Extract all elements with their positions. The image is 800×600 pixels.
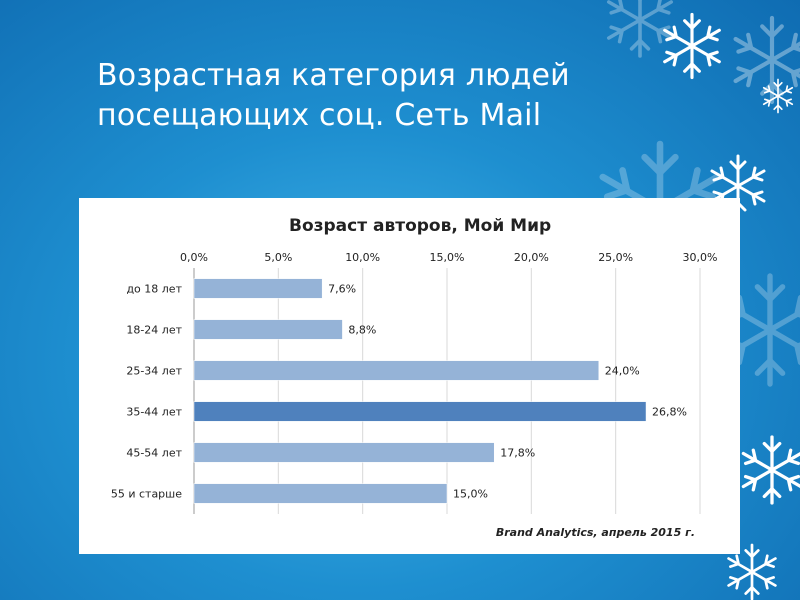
category-label: до 18 лет	[126, 283, 182, 296]
value-label: 7,6%	[328, 283, 356, 296]
chart-panel: Возраст авторов, Мой Мир 0,0% 5,0% 10,0% 15,…	[79, 198, 740, 554]
source-note: Brand Analytics, апрель 2015 г.	[496, 526, 695, 539]
value-label: 24,0%	[605, 365, 640, 378]
bar	[193, 278, 323, 299]
bar-chart: Возраст авторов, Мой Мир 0,0% 5,0% 10,0% 15,…	[111, 216, 718, 539]
value-label: 15,0%	[453, 488, 488, 501]
x-tick-label: 15,0%	[430, 251, 465, 264]
x-tick-label: 5,0%	[264, 251, 292, 264]
bar	[193, 442, 495, 463]
x-tick-label: 20,0%	[514, 251, 549, 264]
bar	[193, 319, 343, 340]
value-label: 8,8%	[348, 324, 376, 337]
category-label: 55 и старше	[111, 488, 182, 501]
x-tick-label: 0,0%	[180, 251, 208, 264]
slide-title-line-2: посещающих соц. Сеть Mail	[97, 98, 542, 133]
value-label: 26,8%	[652, 406, 687, 419]
bar	[193, 483, 448, 504]
x-tick-label: 25,0%	[598, 251, 633, 264]
slide-title: Возрастная категория людей посещающих со…	[97, 56, 697, 136]
chart-title: Возраст авторов, Мой Мир	[289, 216, 551, 236]
category-label: 35-44 лет	[126, 406, 182, 419]
category-label: 25-34 лет	[126, 365, 182, 378]
category-label: 18-24 лет	[126, 324, 182, 337]
category-label: 45-54 лет	[126, 447, 182, 460]
slide-title-line-1: Возрастная категория людей	[97, 58, 570, 93]
bar	[193, 401, 647, 422]
x-tick-label: 30,0%	[683, 251, 718, 264]
value-label: 17,8%	[500, 447, 535, 460]
x-tick-label: 10,0%	[345, 251, 380, 264]
bar	[193, 360, 600, 381]
